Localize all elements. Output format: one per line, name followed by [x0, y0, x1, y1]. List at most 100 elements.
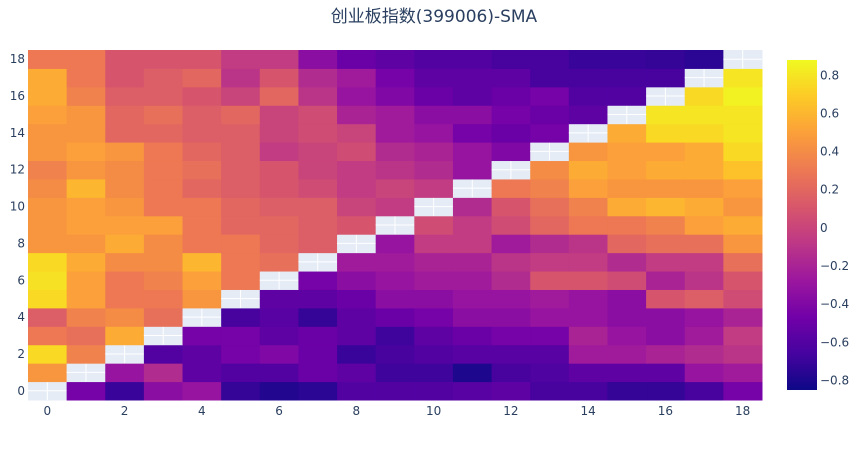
y-tick-label: 6: [17, 273, 25, 287]
x-tick-label: 18: [735, 404, 750, 418]
heatmap-cell: [182, 68, 222, 88]
heatmap-cell: [105, 363, 145, 383]
y-tick-label: 8: [17, 236, 25, 250]
heatmap-cell: [530, 105, 570, 125]
heatmap-cell: [28, 68, 68, 88]
heatmap-cell: [684, 307, 724, 327]
heatmap-cell: [607, 289, 647, 309]
x-axis: 0 2 4 6 8 10 12 14 16 18: [43, 404, 750, 418]
heatmap-cell: [28, 307, 68, 327]
heatmap-cell: [182, 50, 222, 69]
heatmap-cell: [646, 105, 686, 125]
heatmap-cell: [414, 123, 454, 143]
heatmap-cell: [375, 68, 415, 88]
heatmap-cell: [607, 344, 647, 364]
heatmap-cell: [414, 68, 454, 88]
heatmap-cell: [143, 344, 184, 364]
heatmap-cell: [684, 381, 724, 401]
heatmap-cell: [182, 123, 222, 143]
heatmap-cell: [28, 178, 68, 198]
heatmap-cell: [105, 142, 145, 162]
heatmap-cell: [259, 197, 299, 217]
heatmap-cell: [259, 105, 299, 125]
heatmap-cell: [375, 105, 415, 125]
heatmap-cell: [646, 381, 686, 401]
heatmap-cell: [684, 234, 724, 254]
heatmap-cell: [607, 307, 647, 327]
heatmap-cell: [221, 160, 261, 180]
heatmap-cell: [684, 123, 724, 143]
heatmap-cell: [414, 215, 454, 235]
heatmap-cell: [105, 215, 145, 235]
heatmap-cell: [298, 215, 338, 235]
heatmap-cell: [452, 142, 493, 162]
heatmap-cell: [723, 363, 763, 383]
heatmap-cell: [452, 363, 493, 383]
colorbar-tick-label: −0.6: [820, 335, 849, 349]
heatmap-cell: [414, 307, 454, 327]
heatmap-cell: [568, 86, 608, 106]
heatmap-cell: [684, 344, 724, 364]
heatmap-cell: [337, 381, 377, 401]
heatmap-cell: [723, 142, 763, 162]
heatmap-cell: [298, 105, 338, 125]
heatmap-cell: [28, 344, 68, 364]
heatmap-cell: [221, 252, 261, 272]
heatmap-cell: [607, 86, 647, 106]
heatmap-cell: [182, 215, 222, 235]
x-tick-label: 10: [426, 404, 441, 418]
heatmap-cell: [66, 234, 106, 254]
y-tick-label: 12: [10, 163, 25, 177]
heatmap-cell: [105, 381, 145, 401]
y-tick-label: 0: [17, 384, 25, 398]
heatmap-cell: [530, 215, 570, 235]
heatmap-cell: [607, 197, 647, 217]
heatmap-cell: [298, 68, 338, 88]
heatmap-cell: [105, 68, 145, 88]
heatmap-cell: [452, 105, 493, 125]
heatmap-cell: [414, 50, 454, 69]
heatmap-cell: [414, 178, 454, 198]
heatmap-cell: [337, 289, 377, 309]
heatmap-cell: [452, 234, 493, 254]
heatmap-cell: [28, 326, 68, 346]
heatmap-cell: [221, 344, 261, 364]
heatmap-cell: [646, 68, 686, 88]
heatmap-cell: [105, 271, 145, 290]
heatmap-cell: [568, 234, 608, 254]
heatmap-cell: [182, 271, 222, 290]
heatmap-cell: [143, 252, 184, 272]
heatmap-cell: [414, 105, 454, 125]
heatmap-cell: [530, 344, 570, 364]
heatmap-cell: [530, 197, 570, 217]
heatmap-cell: [143, 160, 184, 180]
heatmap-cell: [143, 234, 184, 254]
heatmap-cell: [182, 252, 222, 272]
colorbar-tick-label: −0.4: [820, 297, 849, 311]
heatmap-cell: [491, 289, 531, 309]
heatmap-cell: [259, 160, 299, 180]
heatmap-cell: [143, 105, 184, 125]
heatmap-cell: [452, 344, 493, 364]
heatmap-cell: [723, 252, 763, 272]
heatmap-cell: [646, 123, 686, 143]
heatmap-cell: [607, 50, 647, 69]
heatmap-cell: [375, 381, 415, 401]
heatmap-cell: [491, 50, 531, 69]
colorbar-ticks: 0.8 0.6 0.4 0.2 0 −0.2 −0.4 −0.6 −0.8: [820, 68, 849, 387]
heatmap-cell: [530, 289, 570, 309]
heatmap-cell: [259, 142, 299, 162]
heatmap-cell: [143, 123, 184, 143]
heatmap-cell: [684, 326, 724, 346]
heatmap-cell: [607, 326, 647, 346]
heatmap-cell: [66, 307, 106, 327]
heatmap-cell: [259, 289, 299, 309]
x-tick-label: 6: [275, 404, 283, 418]
heatmap-cell: [684, 271, 724, 290]
colorbar-tick-label: 0: [820, 221, 828, 235]
heatmap-cell: [684, 105, 724, 125]
heatmap-cell: [105, 197, 145, 217]
heatmap-cell: [375, 86, 415, 106]
heatmap-cell: [723, 289, 763, 309]
